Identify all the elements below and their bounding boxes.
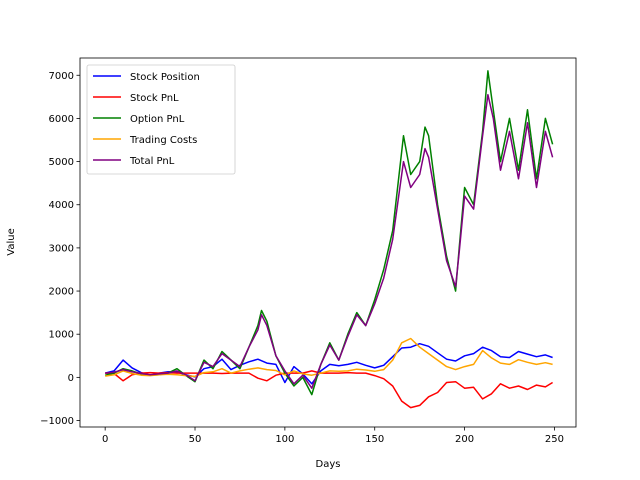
legend-entry: Trading Costs <box>129 135 197 146</box>
x-tick-label: 0 <box>102 434 108 445</box>
legend-box <box>86 64 236 175</box>
series-line-total-pnl <box>105 93 554 389</box>
series-line-stock-pnl <box>105 370 553 409</box>
x-axis-label: Days <box>316 459 341 470</box>
x-tick-label: 50 <box>189 434 202 445</box>
y-tick-label: 1000 <box>49 330 74 341</box>
y-tick-label: 2000 <box>49 287 74 298</box>
y-axis-ticks: −1000 0 1000 2000 3000 4000 5000 6000 7000 <box>40 71 80 427</box>
x-tick-label: 100 <box>275 434 294 445</box>
y-tick-label: 0 <box>68 373 74 384</box>
y-axis-label: Value <box>6 228 17 255</box>
series-line-trading-costs <box>105 337 553 378</box>
legend-entry: Stock PnL <box>130 93 179 104</box>
y-tick-label: 4000 <box>49 200 74 211</box>
legend-entry: Total PnL <box>129 156 175 167</box>
legend-entry: Option PnL <box>130 114 185 125</box>
y-tick-label: 5000 <box>49 157 74 168</box>
legend-entry: Stock Position <box>130 72 200 83</box>
y-tick-label: 6000 <box>49 114 74 125</box>
x-tick-label: 250 <box>545 434 564 445</box>
y-tick-label: −1000 <box>40 416 74 427</box>
x-tick-label: 150 <box>365 434 384 445</box>
x-tick-label: 200 <box>455 434 474 445</box>
x-axis-ticks: 0 50 100 150 200 250 <box>102 427 564 445</box>
series-layer <box>105 70 554 409</box>
y-tick-label: 3000 <box>49 243 74 254</box>
plot-frame <box>79 57 577 428</box>
legend: Stock Position Stock PnL Option PnL Trading… <box>86 64 236 175</box>
y-tick-label: 7000 <box>49 71 74 82</box>
